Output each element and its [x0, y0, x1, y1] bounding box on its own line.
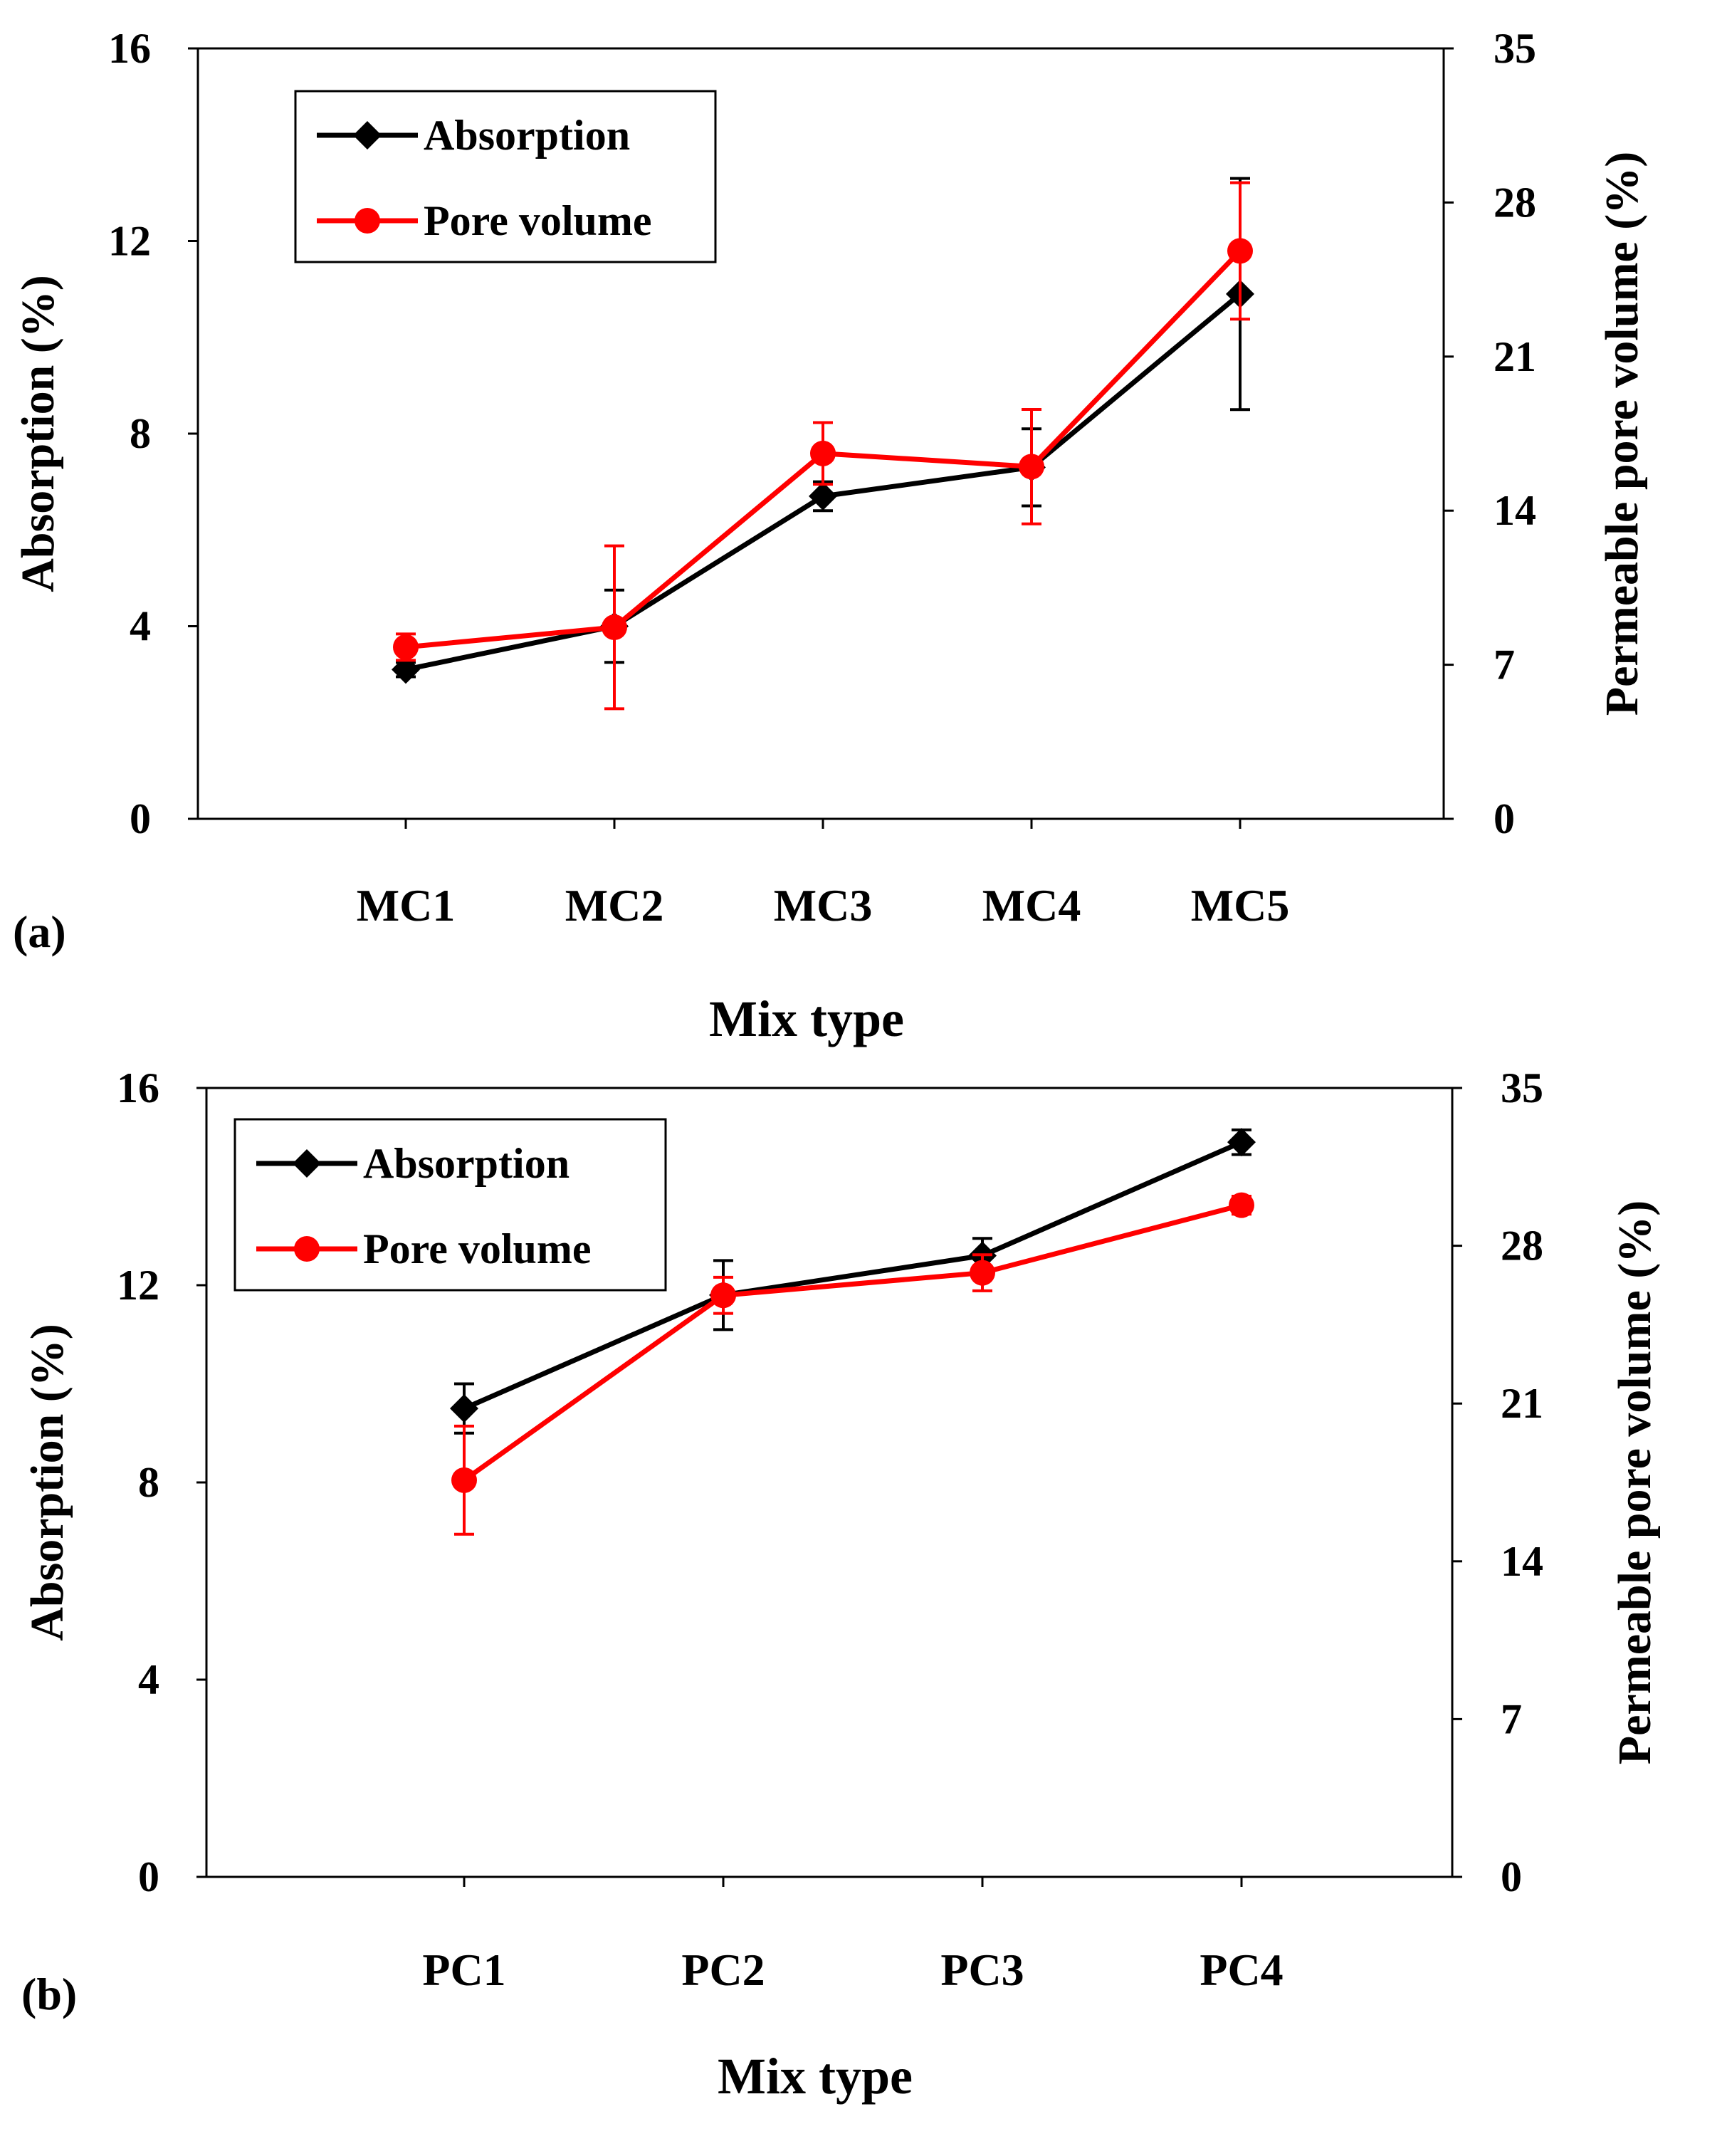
x-axis-title: Mix type	[709, 990, 904, 1047]
x-axis-category-label: MC3	[774, 880, 873, 931]
right-axis-tick-label: 21	[1494, 333, 1536, 380]
left-axis-tick-label: 0	[130, 795, 151, 842]
data-point-marker	[809, 481, 837, 511]
legend-entry-label: Absorption	[363, 1140, 570, 1187]
right-axis-tick-label: 0	[1501, 1853, 1522, 1900]
x-axis-category-label: PC2	[681, 1945, 765, 1995]
right-axis-tick-label: 14	[1501, 1538, 1543, 1585]
data-point-marker	[602, 614, 627, 641]
left-axis-tick-label: 8	[130, 410, 151, 457]
series-line	[463, 1139, 1243, 1411]
data-point-marker	[970, 1260, 995, 1286]
x-axis-category-label: MC4	[982, 880, 1081, 931]
x-axis-category-label: PC1	[422, 1945, 505, 1995]
right-axis-tick-label: 28	[1494, 179, 1536, 226]
data-point-marker	[393, 634, 419, 660]
data-point-marker	[1227, 238, 1253, 264]
data-point-marker	[710, 1282, 736, 1309]
legend-box	[294, 90, 717, 263]
data-point-marker	[1227, 1128, 1256, 1157]
legend-swatch-marker	[353, 121, 382, 150]
left-axis-tick-label: 4	[130, 603, 151, 650]
panel-label: (b)	[21, 1969, 77, 2019]
panel-label: (a)	[13, 906, 66, 957]
data-point-marker	[392, 655, 420, 684]
legend-entry-label: Pore volume	[363, 1225, 591, 1272]
x-axis-category-label: MC2	[565, 880, 664, 931]
left-axis-tick-label: 12	[117, 1262, 159, 1309]
legend-box	[233, 1118, 667, 1292]
chart-panel-0: 0 4 8 12 16 0 7 14 21 28 35 MC1 MC2 MC3 MC4 MC5 Absorpti…	[12, 25, 1648, 1047]
legend-swatch-marker	[294, 1236, 320, 1262]
left-axis-tick-label: 12	[108, 218, 151, 265]
right-axis-tick-label: 21	[1501, 1380, 1543, 1427]
right-axis-tick-label: 0	[1494, 795, 1515, 842]
right-axis-tick-label: 7	[1501, 1695, 1522, 1742]
left-axis-title: Absorption (%)	[21, 1324, 73, 1641]
right-axis-title: Permeable pore volume (%)	[1596, 152, 1648, 716]
right-axis-tick-label: 7	[1494, 642, 1515, 689]
chart-panel-1: 0 4 8 12 16 0 7 14 21 28 35 PC1 PC2 PC3 PC4 Absorption …	[21, 1064, 1661, 2105]
x-axis-category-label: PC3	[940, 1945, 1024, 1995]
series-line	[462, 1203, 1242, 1482]
right-axis-tick-label: 28	[1501, 1223, 1543, 1270]
left-axis-tick-label: 0	[138, 1853, 159, 1900]
legend: Absorption Pore volume	[233, 1118, 667, 1292]
legend: Absorption Pore volume	[294, 90, 717, 263]
legend-entry-label: Absorption	[424, 112, 630, 159]
x-axis-category-label: PC4	[1200, 1945, 1283, 1995]
series-pore-volume	[451, 1192, 1254, 1536]
left-axis-tick-label: 4	[138, 1656, 159, 1703]
x-axis-title: Mix type	[718, 2048, 913, 2105]
right-axis-title: Permeable pore volume (%)	[1609, 1200, 1661, 1764]
legend-swatch-marker	[293, 1149, 321, 1178]
legend-entry-label: Pore volume	[424, 197, 651, 244]
left-axis-tick-label: 16	[108, 25, 151, 72]
right-axis-tick-label: 14	[1494, 487, 1536, 534]
data-point-marker	[810, 440, 836, 466]
left-axis-title: Absorption (%)	[12, 275, 64, 592]
data-point-marker	[451, 1467, 477, 1493]
data-point-marker	[450, 1394, 478, 1423]
right-axis-tick-label: 35	[1501, 1064, 1543, 1111]
left-axis-tick-label: 8	[138, 1459, 159, 1506]
x-axis-category-label: MC1	[357, 880, 456, 931]
legend-swatch-marker	[355, 208, 380, 234]
series-pore-volume	[393, 181, 1253, 711]
data-point-marker	[1019, 454, 1044, 480]
data-point-marker	[1229, 1192, 1254, 1218]
right-axis-tick-label: 35	[1494, 25, 1536, 72]
left-axis-tick-label: 16	[117, 1064, 159, 1111]
x-axis-category-label: MC5	[1191, 880, 1290, 931]
